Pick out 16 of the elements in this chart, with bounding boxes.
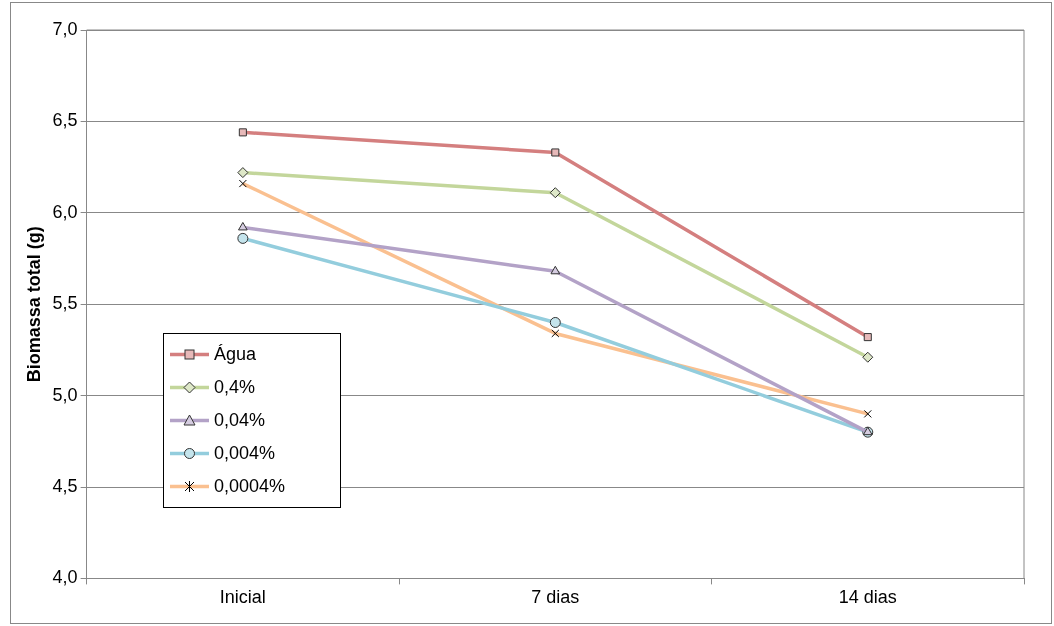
y-tick-label: 4,0 bbox=[52, 567, 78, 588]
legend-label: 0,04% bbox=[214, 410, 266, 431]
y-tick-label: 6,0 bbox=[52, 201, 78, 222]
y-tick-label: 7,0 bbox=[52, 18, 78, 39]
y-tick-label: 5,5 bbox=[52, 293, 78, 314]
legend-label: Água bbox=[214, 344, 257, 365]
y-tick-label: 6,5 bbox=[52, 110, 78, 131]
y-axis-title: Biomassa total (g) bbox=[23, 226, 44, 383]
x-tick-label: 14 dias bbox=[838, 587, 897, 608]
x-tick-label: Inicial bbox=[219, 587, 266, 608]
y-tick-label: 5,0 bbox=[52, 384, 78, 405]
legend-label: 0,0004% bbox=[214, 476, 286, 497]
y-tick-label: 4,5 bbox=[52, 475, 78, 496]
legend-label: 0,004% bbox=[214, 443, 276, 464]
x-tick-label: 7 dias bbox=[531, 587, 580, 608]
legend-label: 0,4% bbox=[214, 377, 256, 398]
